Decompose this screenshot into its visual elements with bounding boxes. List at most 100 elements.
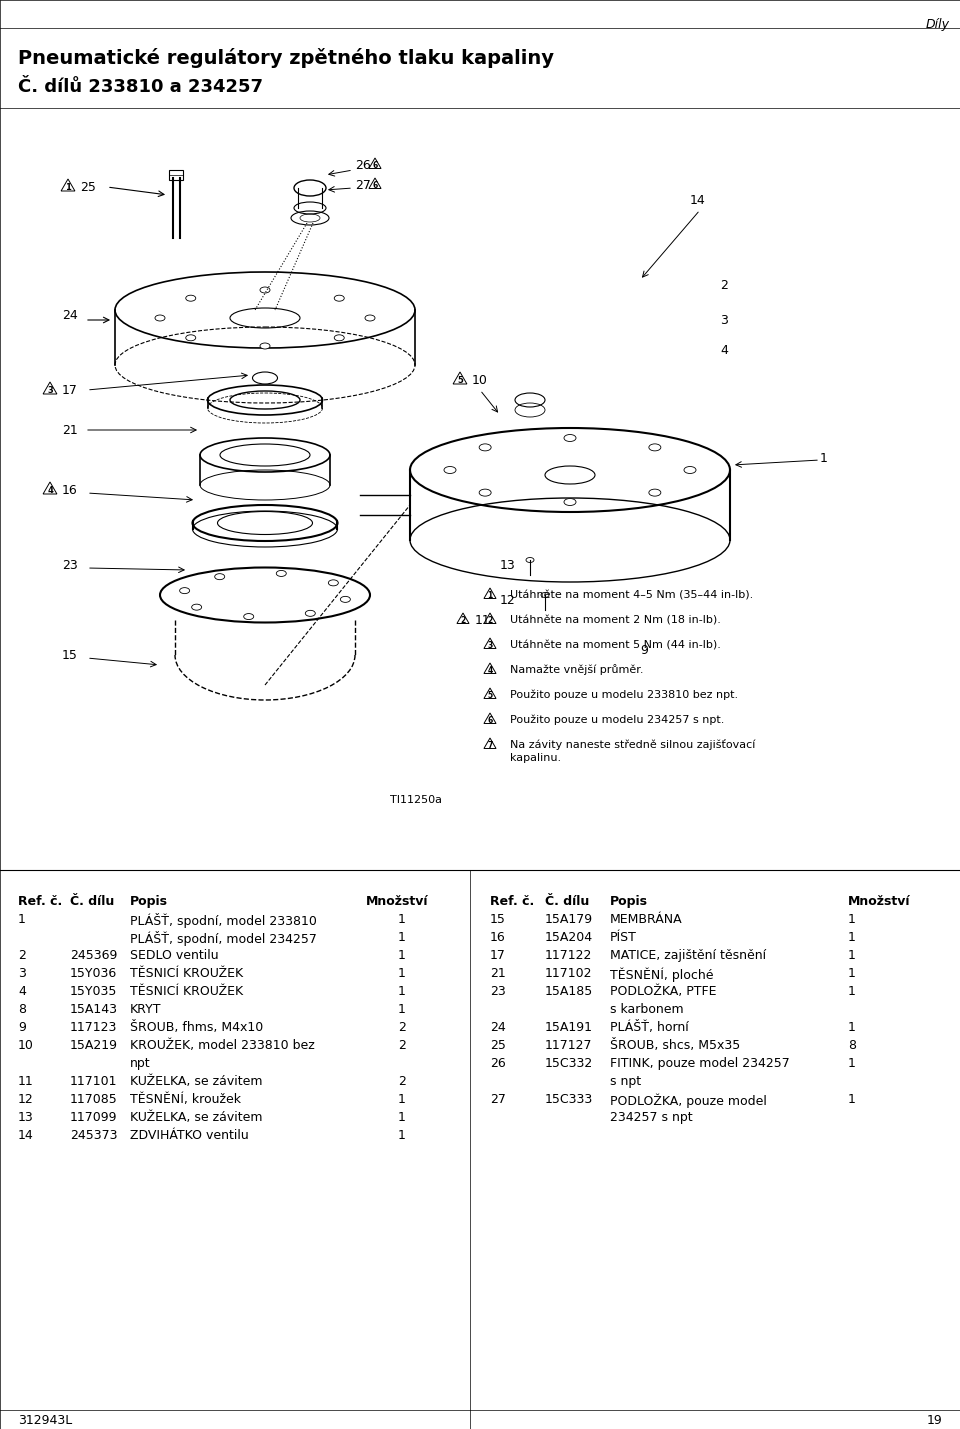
Text: 117122: 117122 (545, 949, 592, 962)
Text: 1: 1 (18, 913, 26, 926)
Text: PODLOŽKA, PTFE: PODLOŽKA, PTFE (610, 985, 716, 997)
Text: 312943L: 312943L (18, 1413, 72, 1426)
Text: TI11250a: TI11250a (390, 795, 442, 805)
Ellipse shape (180, 587, 190, 593)
Text: kapalinu.: kapalinu. (510, 753, 562, 763)
Ellipse shape (334, 296, 345, 302)
Text: Namažte vnější průměr.: Namažte vnější průměr. (510, 664, 643, 676)
Ellipse shape (215, 573, 225, 580)
Text: 23: 23 (490, 985, 506, 997)
Text: 15C332: 15C332 (545, 1057, 593, 1070)
Bar (169, 170, 183, 180)
Text: Na závity naneste středně silnou zajišťovací: Na závity naneste středně silnou zajišťo… (510, 740, 756, 750)
Text: 25: 25 (490, 1039, 506, 1052)
Text: 1: 1 (488, 592, 492, 600)
Text: 21: 21 (62, 423, 78, 436)
Ellipse shape (192, 604, 202, 610)
Text: 2: 2 (398, 1039, 406, 1052)
Text: 8: 8 (848, 1039, 856, 1052)
Text: 3: 3 (720, 313, 728, 326)
Text: PLÁŠŤ, spodní, model 234257: PLÁŠŤ, spodní, model 234257 (130, 932, 317, 946)
Text: 10: 10 (18, 1039, 34, 1052)
Text: 3: 3 (47, 386, 53, 396)
Ellipse shape (260, 343, 270, 349)
Text: 15A219: 15A219 (70, 1039, 118, 1052)
Text: 2: 2 (398, 1075, 406, 1087)
Text: 5: 5 (488, 692, 492, 700)
Ellipse shape (260, 287, 270, 293)
Text: 9: 9 (640, 643, 648, 656)
Text: 117085: 117085 (70, 1093, 118, 1106)
Text: 1: 1 (65, 183, 71, 193)
Text: 17: 17 (490, 949, 506, 962)
Text: 27: 27 (490, 1093, 506, 1106)
Text: 17: 17 (62, 383, 78, 396)
Text: 15A185: 15A185 (545, 985, 593, 997)
Text: s npt: s npt (610, 1075, 641, 1087)
Text: 245373: 245373 (70, 1129, 117, 1142)
Text: 13: 13 (18, 1110, 34, 1125)
Ellipse shape (328, 580, 338, 586)
Ellipse shape (541, 593, 549, 597)
Ellipse shape (276, 570, 286, 576)
Text: 117101: 117101 (70, 1075, 117, 1087)
Ellipse shape (479, 489, 492, 496)
Text: 3: 3 (18, 967, 26, 980)
Text: 234257 s npt: 234257 s npt (610, 1110, 692, 1125)
Text: 8: 8 (18, 1003, 26, 1016)
Text: PÍST: PÍST (610, 932, 636, 945)
Text: 3: 3 (488, 642, 492, 650)
Ellipse shape (334, 334, 345, 340)
Text: MATICE, zajištění těsnění: MATICE, zajištění těsnění (610, 949, 766, 962)
Text: 117127: 117127 (545, 1039, 592, 1052)
Text: 1: 1 (848, 985, 856, 997)
Text: 9: 9 (18, 1020, 26, 1035)
Text: MEMBRÁNA: MEMBRÁNA (610, 913, 683, 926)
Text: 1: 1 (398, 1093, 406, 1106)
Text: 1: 1 (398, 985, 406, 997)
Text: 4: 4 (720, 343, 728, 356)
Ellipse shape (526, 557, 534, 563)
Text: 1: 1 (398, 949, 406, 962)
Text: 7: 7 (488, 742, 492, 750)
Text: Č. dílu: Č. dílu (70, 895, 114, 907)
Ellipse shape (155, 314, 165, 322)
Ellipse shape (244, 613, 253, 620)
Text: 1: 1 (848, 967, 856, 980)
Text: Utáhněte na moment 2 Nm (18 in-lb).: Utáhněte na moment 2 Nm (18 in-lb). (510, 614, 721, 624)
Text: 15Y035: 15Y035 (70, 985, 117, 997)
Text: 1: 1 (848, 932, 856, 945)
Text: 2: 2 (720, 279, 728, 292)
Text: 1: 1 (398, 1129, 406, 1142)
Text: Utáhněte na moment 4–5 Nm (35–44 in-lb).: Utáhněte na moment 4–5 Nm (35–44 in-lb). (510, 590, 754, 600)
Ellipse shape (649, 444, 660, 452)
Text: 16: 16 (62, 483, 78, 496)
Text: TĚSNĚNÍ, ploché: TĚSNĚNÍ, ploché (610, 967, 713, 982)
Text: 1: 1 (398, 967, 406, 980)
Text: 16: 16 (490, 932, 506, 945)
Text: KRYT: KRYT (130, 1003, 161, 1016)
Text: Utáhněte na moment 5 Nm (44 in-lb).: Utáhněte na moment 5 Nm (44 in-lb). (510, 640, 721, 650)
Text: 19: 19 (926, 1413, 942, 1426)
Text: 27: 27 (355, 179, 371, 191)
Text: 2: 2 (398, 1020, 406, 1035)
Text: 6: 6 (372, 181, 377, 190)
Text: 15A204: 15A204 (545, 932, 593, 945)
Text: 1: 1 (398, 1110, 406, 1125)
Text: KROUŽEK, model 233810 bez: KROUŽEK, model 233810 bez (130, 1039, 315, 1052)
Text: 4: 4 (47, 486, 53, 496)
Text: 1: 1 (848, 913, 856, 926)
Ellipse shape (341, 596, 350, 603)
Text: 15C333: 15C333 (545, 1093, 593, 1106)
Text: 14: 14 (690, 193, 706, 207)
Text: 245369: 245369 (70, 949, 117, 962)
Text: ŠROUB, fhms, M4x10: ŠROUB, fhms, M4x10 (130, 1020, 263, 1035)
Text: Množství: Množství (366, 895, 428, 907)
Text: Č. dílu: Č. dílu (545, 895, 589, 907)
Text: Použito pouze u modelu 233810 bez npt.: Použito pouze u modelu 233810 bez npt. (510, 690, 738, 700)
Text: KUŽELKA, se závitem: KUŽELKA, se závitem (130, 1110, 262, 1125)
Text: Použito pouze u modelu 234257 s npt.: Použito pouze u modelu 234257 s npt. (510, 714, 725, 726)
Text: KUŽELKA, se závitem: KUŽELKA, se závitem (130, 1075, 262, 1087)
Text: TĚSNICÍ KROUŽEK: TĚSNICÍ KROUŽEK (130, 985, 243, 997)
Text: Množství: Množství (848, 895, 910, 907)
